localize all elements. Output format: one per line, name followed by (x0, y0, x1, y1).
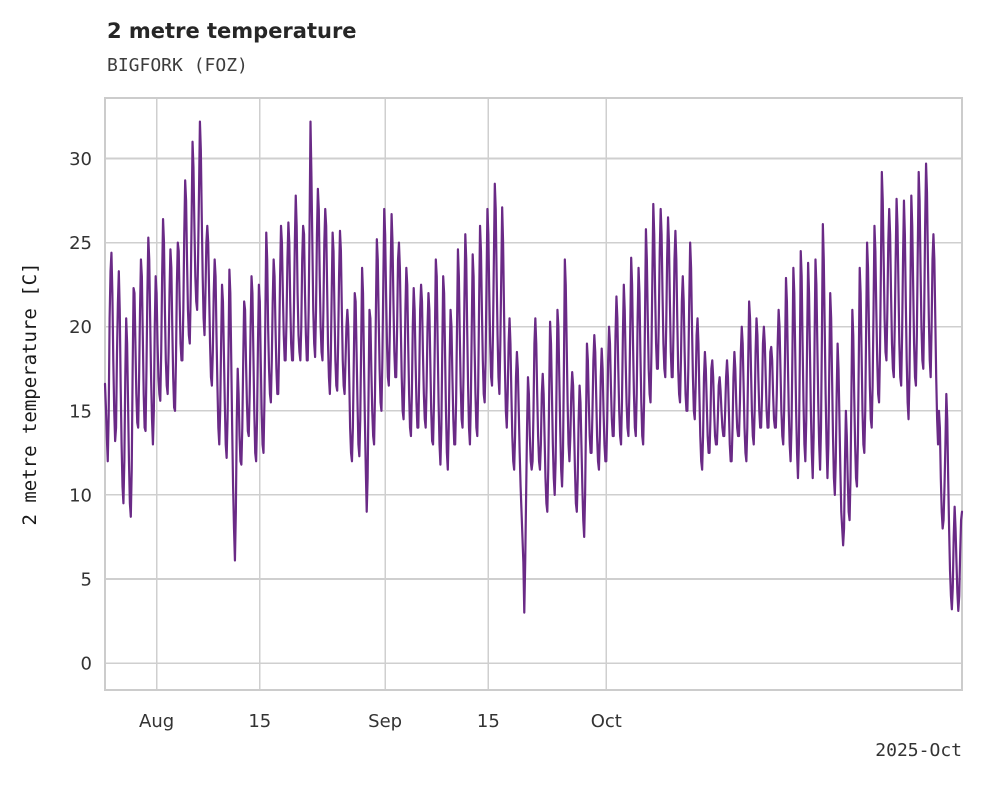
y-tick-label: 20 (69, 317, 92, 338)
temperature-series-line (103, 120, 964, 614)
y-tick-label: 0 (81, 654, 92, 675)
series-layer (103, 120, 964, 614)
x-tick-label: 15 (477, 711, 500, 732)
y-axis-tick-labels: 0 5 10 15 20 25 30 (69, 149, 92, 675)
x-axis-tick-labels: Aug 15 Sep 15 Oct (139, 711, 622, 732)
x-tick-label: 15 (248, 711, 271, 732)
y-axis-label: 2 metre temperature [C] (19, 262, 41, 525)
x-tick-label: Sep (368, 711, 402, 732)
y-tick-label: 25 (69, 233, 92, 254)
x-tick-label: Oct (591, 711, 622, 732)
y-tick-label: 15 (69, 401, 92, 422)
y-tick-label: 30 (69, 149, 92, 170)
gridlines (105, 98, 962, 690)
y-tick-label: 10 (69, 485, 92, 506)
y-tick-label: 5 (81, 570, 92, 591)
page-title: 2 metre temperature (107, 19, 357, 43)
x-axis-units-label: 2025-Oct (875, 740, 962, 761)
x-tick-label: Aug (139, 711, 174, 732)
chart-subtitle: BIGFORK (FOZ) (107, 55, 248, 76)
